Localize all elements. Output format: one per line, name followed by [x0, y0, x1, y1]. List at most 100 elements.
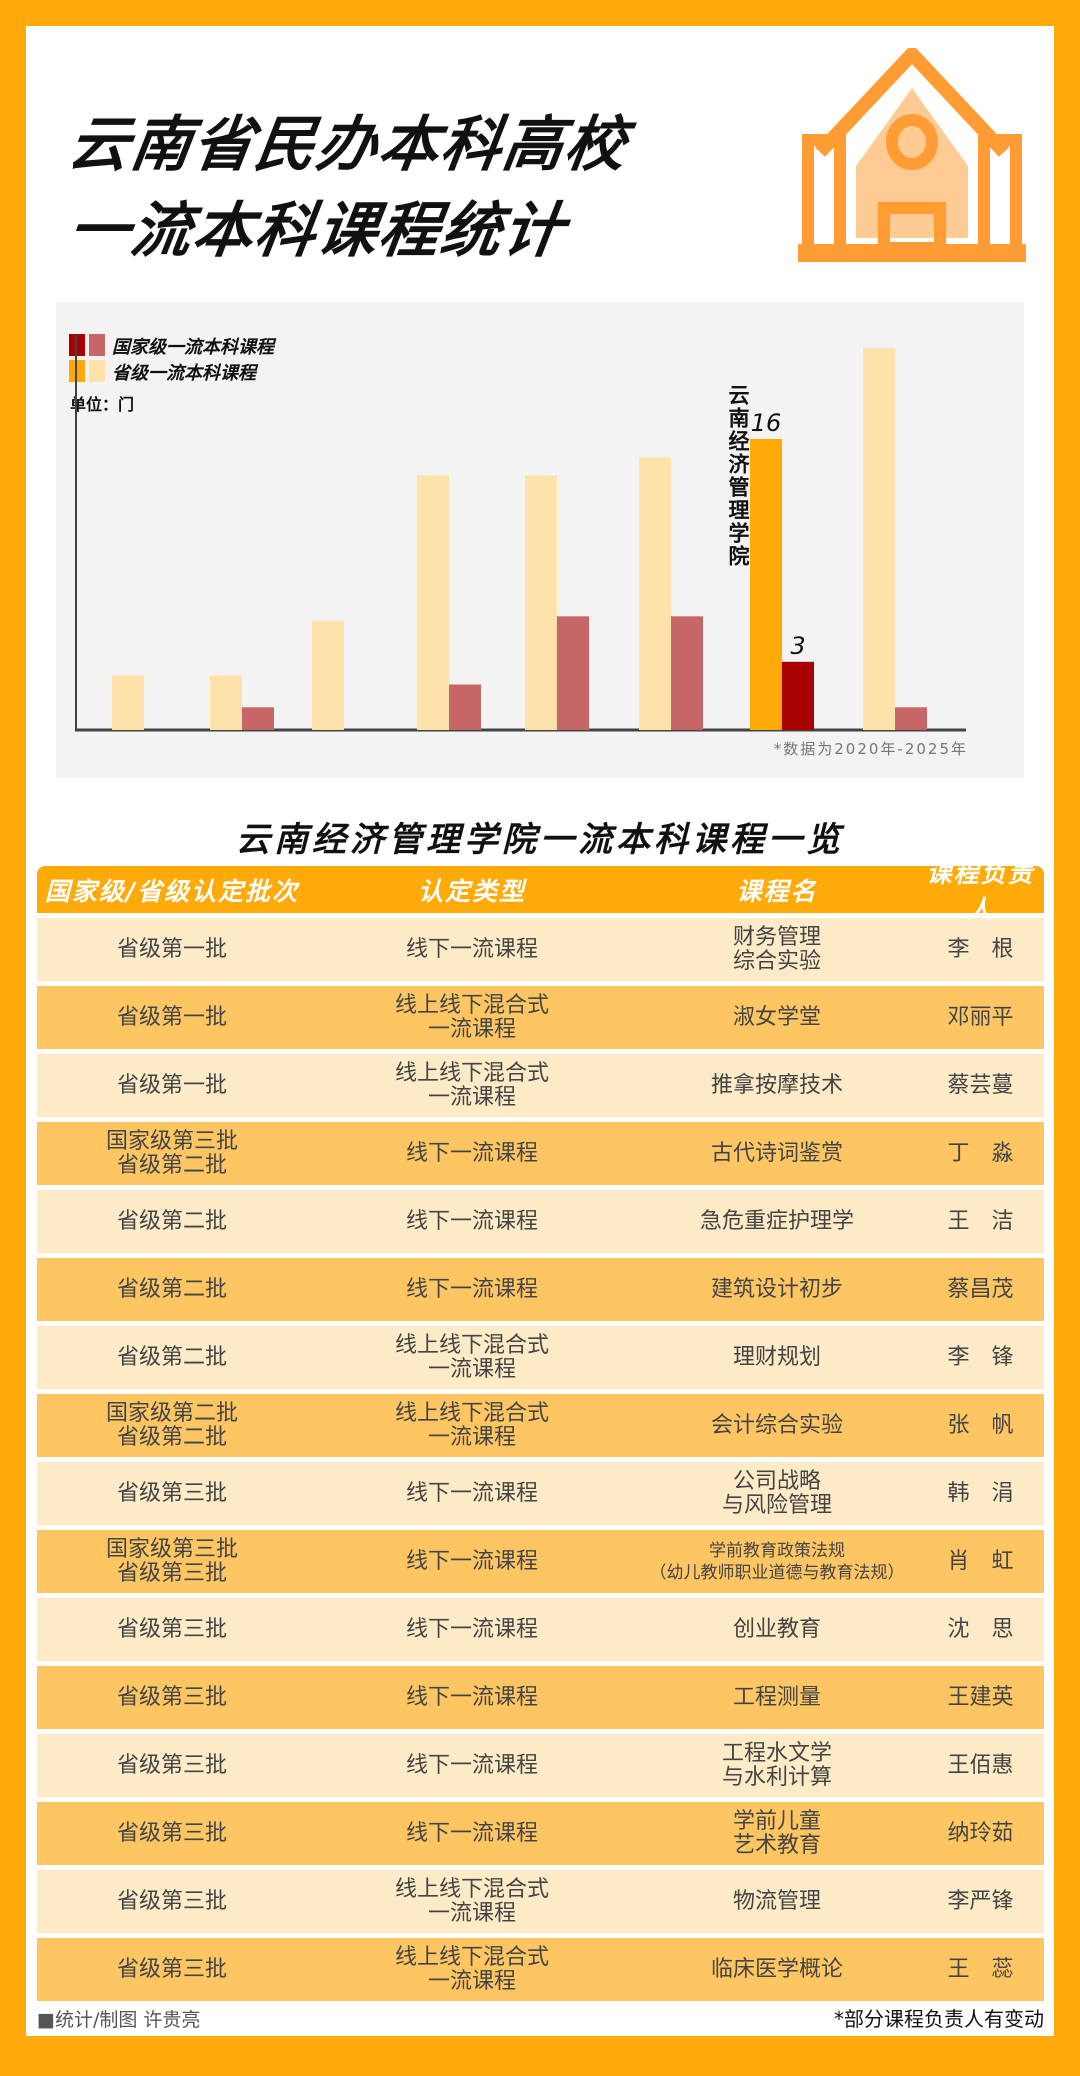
cell-course: 物流管理 [732, 1888, 821, 1914]
legend-label-provincial: 省级一流本科课程 [112, 363, 259, 384]
category-label: 云南经济管理学院 [726, 384, 750, 568]
legend-swatch-national [89, 334, 105, 356]
header-leader: 课程负责人 [926, 858, 1035, 924]
cell-course: 工程水文学 与水利计算 [721, 1740, 832, 1790]
table-row: 省级第三批 线下一流课程 工程测量 王建英 [37, 1666, 1044, 1729]
cell-type: 线下一流课程 [405, 1752, 538, 1778]
cell-course: 建筑设计初步 [710, 1276, 843, 1302]
cell-course: 淑女学堂 [732, 1004, 821, 1030]
table-row: 省级第三批 线上线下混合式 一流课程 物流管理 李严锋 [37, 1870, 1044, 1933]
cell-leader: 李 根 [947, 936, 1014, 962]
bar-provincial [639, 457, 671, 730]
data-note: *数据为2020年-2025年 [774, 740, 968, 758]
cell-type: 线上线下混合式 一流课程 [394, 1332, 549, 1382]
cell-batch: 国家级第三批 省级第二批 [105, 1128, 238, 1178]
header-type: 认定类型 [417, 876, 526, 906]
bar-provincial [112, 675, 144, 730]
cell-leader: 纳玲茹 [947, 1820, 1014, 1846]
cell-course: 学前儿童 艺术教育 [732, 1808, 821, 1858]
cell-batch: 省级第一批 [116, 1004, 227, 1030]
cell-leader: 李严锋 [947, 1888, 1014, 1914]
cell-leader: 沈 思 [947, 1616, 1014, 1642]
chart-svg: 国家级一流本科课程 省级一流本科课程 单位：门 16 3 云南经济管理学院 *数据为… [69, 334, 968, 758]
table-title: 云南经济管理学院一流本科课程一览 [236, 820, 844, 860]
table-row: 省级第一批 线上线下混合式 一流课程 淑女学堂 邓丽平 [37, 986, 1044, 1049]
cell-type: 线下一流课程 [405, 1548, 538, 1574]
data-label-national: 3 [790, 632, 805, 660]
bar-national [449, 684, 481, 730]
cell-course: 理财规划 [732, 1344, 821, 1370]
cell-batch: 省级第三批 [116, 1480, 227, 1506]
bar-national [242, 707, 274, 730]
cell-batch: 省级第一批 [116, 936, 227, 962]
cell-leader: 王 洁 [947, 1208, 1014, 1234]
cell-leader: 王 蕊 [947, 1956, 1014, 1982]
cell-leader: 邓丽平 [947, 1004, 1014, 1030]
header-batch: 国家级/省级认定批次 [44, 876, 300, 906]
cell-course: 急危重症护理学 [699, 1208, 854, 1234]
bar-national [782, 661, 814, 730]
cell-batch: 省级第三批 [116, 1956, 227, 1982]
cell-course: 临床医学概论 [710, 1956, 843, 1982]
table-row: 省级第二批 线下一流课程 建筑设计初步 蔡昌茂 [37, 1258, 1044, 1321]
cell-type: 线上线下混合式 一流课程 [394, 1876, 549, 1926]
cell-batch: 省级第三批 [116, 1820, 227, 1846]
table-row: 省级第三批 线上线下混合式 一流课程 临床医学概论 王 蕊 [37, 1938, 1044, 2001]
header-course: 课程名 [736, 876, 818, 906]
cell-leader: 蔡芸蔓 [947, 1072, 1014, 1098]
table-row: 国家级第三批 省级第三批 线下一流课程 学前教育政策法规 （幼儿教师职业道德与教育法… [37, 1530, 1044, 1593]
cell-course: 工程测量 [732, 1684, 821, 1710]
cell-course: 财务管理 综合实验 [732, 924, 821, 974]
cell-course: 推拿按摩技术 [710, 1072, 843, 1098]
bar-provincial [863, 348, 895, 730]
cell-type: 线上线下混合式 一流课程 [394, 1060, 549, 1110]
cell-batch: 省级第二批 [116, 1208, 227, 1234]
cell-type: 线下一流课程 [405, 1684, 538, 1710]
title-line-2: 一流本科课程统计 [64, 196, 571, 266]
footer-note: *部分课程负责人有变动 [834, 2007, 1044, 2031]
cell-batch: 省级第三批 [116, 1752, 227, 1778]
cell-course: 古代诗词鉴赏 [710, 1140, 843, 1166]
table-row: 国家级第三批 省级第二批 线下一流课程 古代诗词鉴赏 丁 淼 [37, 1122, 1044, 1185]
bar-provincial [210, 675, 242, 730]
cell-batch: 国家级第二批 省级第二批 [105, 1400, 238, 1450]
bar-national [895, 707, 927, 730]
cell-type: 线上线下混合式 一流课程 [394, 992, 549, 1042]
cell-batch: 省级第二批 [116, 1344, 227, 1370]
credit: ■统计/制图 许贵亮 [37, 2009, 201, 2031]
school-building-icon [798, 48, 1026, 262]
cell-type: 线上线下混合式 一流课程 [394, 1400, 549, 1450]
table-row: 省级第二批 线上线下混合式 一流课程 理财规划 李 锋 [37, 1326, 1044, 1389]
cell-leader: 王佰惠 [947, 1752, 1014, 1778]
cell-batch: 省级第二批 [116, 1276, 227, 1302]
table-row: 省级第三批 线下一流课程 公司战略 与风险管理 韩 涓 [37, 1462, 1044, 1525]
data-label-provincial: 16 [751, 409, 782, 437]
cell-type: 线下一流课程 [405, 1616, 538, 1642]
cell-type: 线下一流课程 [405, 1480, 538, 1506]
cell-leader: 韩 涓 [947, 1480, 1014, 1506]
cell-course: 公司战略 与风险管理 [721, 1468, 832, 1518]
cell-batch: 省级第三批 [116, 1888, 227, 1914]
title-line-1: 云南省民办本科高校 [64, 110, 633, 180]
cell-leader: 丁 淼 [947, 1140, 1014, 1166]
cell-batch: 省级第三批 [116, 1616, 227, 1642]
table-row: 省级第三批 线下一流课程 工程水文学 与水利计算 王佰惠 [37, 1734, 1044, 1797]
bar-national [671, 616, 703, 730]
bar-provincial [525, 475, 557, 730]
cell-batch: 省级第三批 [116, 1684, 227, 1710]
unit-label: 单位：门 [70, 395, 134, 414]
table-row: 国家级第二批 省级第二批 线上线下混合式 一流课程 会计综合实验 张 帆 [37, 1394, 1044, 1457]
cell-type: 线下一流课程 [405, 936, 538, 962]
table-row: 省级第三批 线下一流课程 创业教育 沈 思 [37, 1598, 1044, 1661]
cell-type: 线下一流课程 [405, 1820, 538, 1846]
cell-leader: 王建英 [947, 1684, 1014, 1710]
bar-provincial [750, 439, 782, 730]
cell-type: 线下一流课程 [405, 1140, 538, 1166]
cell-type: 线上线下混合式 一流课程 [394, 1944, 549, 1994]
cell-type: 线下一流课程 [405, 1208, 538, 1234]
bar-chart: 国家级一流本科课程 省级一流本科课程 单位：门 16 3 云南经济管理学院 *数据为… [56, 302, 1024, 778]
table-row: 省级第一批 线下一流课程 财务管理 综合实验 李 根 [37, 918, 1044, 981]
cell-leader: 肖 虹 [947, 1548, 1014, 1574]
table-row: 省级第一批 线上线下混合式 一流课程 推拿按摩技术 蔡芸蔓 [37, 1054, 1044, 1117]
cell-leader: 蔡昌茂 [947, 1276, 1014, 1302]
